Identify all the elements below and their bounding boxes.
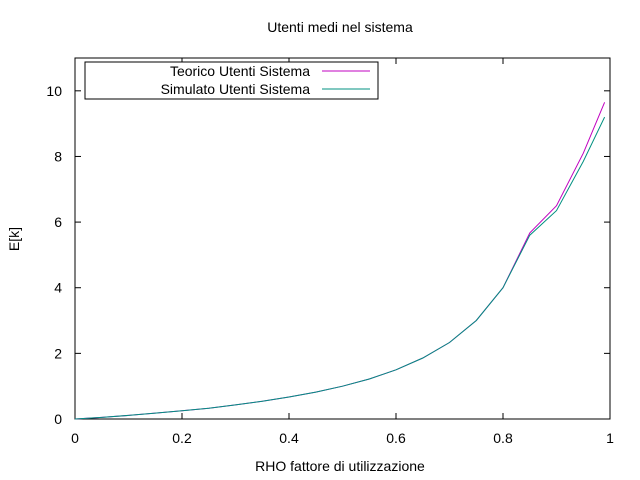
series-line-1 xyxy=(74,116,606,420)
y-tick-label: 4 xyxy=(54,280,62,296)
legend: Teorico Utenti Sistema Simulato Utenti S… xyxy=(84,61,379,100)
legend-label-simulato: Simulato Utenti Sistema xyxy=(161,81,311,97)
series-group xyxy=(74,102,606,420)
y-tick-label: 0 xyxy=(54,411,62,427)
plot-frame xyxy=(74,57,611,420)
y-axis-label: E[k] xyxy=(6,227,22,251)
x-tick-label: 0 xyxy=(71,430,79,446)
legend-label-teorico: Teorico Utenti Sistema xyxy=(170,63,310,79)
x-tick-label: 1 xyxy=(606,430,614,446)
x-tick-label: 0.2 xyxy=(172,430,192,446)
x-tick-label: 0.4 xyxy=(279,430,299,446)
x-tick-label: 0.8 xyxy=(493,430,513,446)
plot-area xyxy=(74,57,611,420)
chart-title: Utenti medi nel sistema xyxy=(267,19,413,35)
x-axis-label: RHO fattore di utilizzazione xyxy=(255,458,425,474)
y-tick-label: 2 xyxy=(54,345,62,361)
series-line-0 xyxy=(74,102,606,420)
y-tick-label: 10 xyxy=(46,83,62,99)
legend-box xyxy=(84,61,379,100)
x-tick-label: 0.6 xyxy=(386,430,406,446)
y-tick-label: 8 xyxy=(54,148,62,164)
y-tick-label: 6 xyxy=(54,214,62,230)
